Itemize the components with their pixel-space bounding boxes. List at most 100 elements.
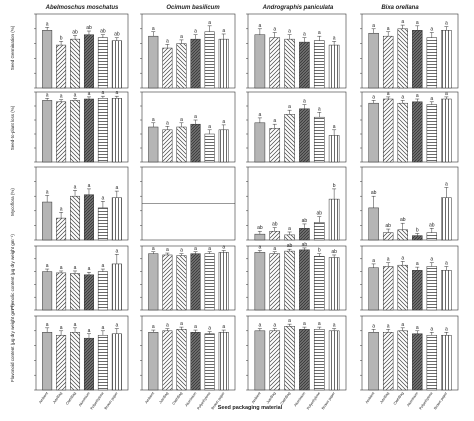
significance-label: a	[387, 91, 390, 97]
panel-r1c1: a a a a a a	[140, 91, 236, 163]
bar-r1c3-4	[426, 104, 438, 163]
significance-label: ab	[100, 29, 106, 35]
significance-label: a	[102, 195, 105, 201]
significance-label: ab	[114, 32, 120, 38]
row-titles: Seed Germination (%) Seed-to-plant loss …	[10, 25, 15, 382]
significance-label: a	[152, 246, 155, 252]
bar-r2c2-3	[299, 228, 310, 241]
significance-label: a	[166, 323, 169, 329]
significance-label: ab	[72, 29, 78, 35]
bar-r2c2-0	[254, 233, 266, 241]
significance-label: a	[303, 99, 306, 105]
significance-label: a	[333, 35, 336, 41]
bar-r4c0-5	[111, 333, 122, 391]
significance-label: a	[387, 26, 390, 32]
bar-r3c1-1	[162, 254, 173, 311]
panel-frame	[361, 245, 459, 311]
bar-r3c2-0	[254, 252, 266, 311]
significance-label: a	[60, 206, 63, 212]
category-tick-label: Aluminium	[78, 391, 91, 407]
significance-label: a	[445, 260, 448, 266]
bar-r2c2-4	[313, 222, 325, 241]
panel-r3c3: a a a a a a	[360, 245, 459, 311]
bar-r2c3-3	[412, 235, 423, 241]
significance-label: a	[445, 181, 448, 187]
bar-r4c0-4	[97, 334, 108, 391]
category-tick-label: Ambient	[144, 391, 155, 404]
x-axis-title: Seed packaging material	[218, 405, 283, 411]
significance-label: a	[401, 322, 404, 328]
bar-r3c2-3	[299, 249, 310, 311]
significance-label: a	[46, 189, 49, 195]
bar-r4c2-1	[269, 330, 281, 391]
bar-r4c2-2	[284, 326, 295, 391]
significance-label: a	[115, 90, 118, 96]
significance-label: a	[74, 92, 77, 98]
bar-r3c3-0	[368, 267, 379, 311]
bar-r2c3-2	[397, 229, 408, 241]
bar-r3c1-5	[218, 252, 229, 311]
significance-label: ab	[86, 25, 92, 31]
significance-label: a	[152, 324, 155, 330]
panel-r4c0: a Ambient a JuteBag a ClothBag a Aluminium a Poly…	[34, 315, 129, 410]
bar-r0c1-4	[204, 31, 215, 89]
bar-r4c2-3	[299, 329, 310, 391]
significance-label: a	[318, 321, 321, 327]
panel-frame	[141, 315, 236, 391]
significance-label: a	[372, 323, 375, 329]
panel-r2c0: a a a a a a	[34, 166, 129, 241]
panel-r1c2: a a a a a a	[246, 91, 347, 163]
significance-label: ab	[272, 222, 278, 228]
category-tick-label: Polyethylene	[419, 391, 434, 410]
significance-label: a	[74, 184, 77, 190]
category-tick-label: Aluminium	[406, 391, 419, 407]
significance-label: a	[430, 326, 433, 332]
bar-r2c0-1	[56, 217, 67, 241]
bar-r1c2-4	[313, 116, 325, 163]
panel-frame	[35, 91, 129, 163]
row-title-4: Flavonoid content (µg dry weight gm⁻¹)	[10, 304, 15, 383]
category-tick-label: JuteBag	[158, 391, 169, 404]
panel-frame	[141, 13, 236, 89]
significance-label: a	[102, 90, 105, 96]
panel-r2c3: ab ab ab b ab a	[360, 166, 459, 241]
significance-label: a	[88, 328, 91, 334]
significance-label: b	[60, 35, 63, 41]
bar-r1c2-1	[269, 128, 281, 163]
significance-label: a	[166, 120, 169, 126]
bar-r3c0-0	[42, 271, 53, 311]
significance-label: a	[46, 263, 49, 269]
significance-label: a	[430, 96, 433, 102]
bar-r1c1-5	[218, 129, 229, 163]
significance-label: a	[258, 244, 261, 250]
significance-label: ab	[287, 243, 293, 249]
category-tick-label: JuteBag	[52, 391, 63, 404]
significance-label: ab	[316, 211, 322, 217]
significance-label: ab	[385, 223, 391, 229]
bar-r1c1-3	[190, 123, 201, 163]
panel-frame	[247, 315, 347, 391]
significance-label: a	[401, 19, 404, 25]
significance-label: a	[273, 246, 276, 252]
category-tick-label: Polyethylene	[196, 391, 211, 410]
bar-r4c3-2	[397, 330, 408, 391]
row-title-2: Mycoflora (%)	[10, 188, 15, 216]
bar-r4c1-1	[162, 330, 173, 391]
significance-label: a	[318, 30, 321, 36]
significance-label: a	[258, 323, 261, 329]
bar-r4c0-0	[42, 332, 53, 391]
significance-label: ab	[429, 222, 435, 228]
panel-frame	[35, 166, 129, 241]
significance-label: b	[333, 183, 336, 189]
panel-frame	[35, 315, 129, 391]
category-tick-label: ClothBag	[280, 391, 292, 405]
panel-frame	[35, 245, 129, 311]
panel-frame	[141, 245, 236, 311]
bar-r0c3-3	[412, 30, 423, 89]
bar-r0c2-5	[328, 44, 340, 89]
significance-label: a	[318, 106, 321, 112]
column-title-2: Andrographis paniculata	[262, 5, 334, 11]
category-tick-label: Polyethylene	[306, 391, 321, 410]
category-tick-label: Brown paper	[433, 391, 448, 411]
